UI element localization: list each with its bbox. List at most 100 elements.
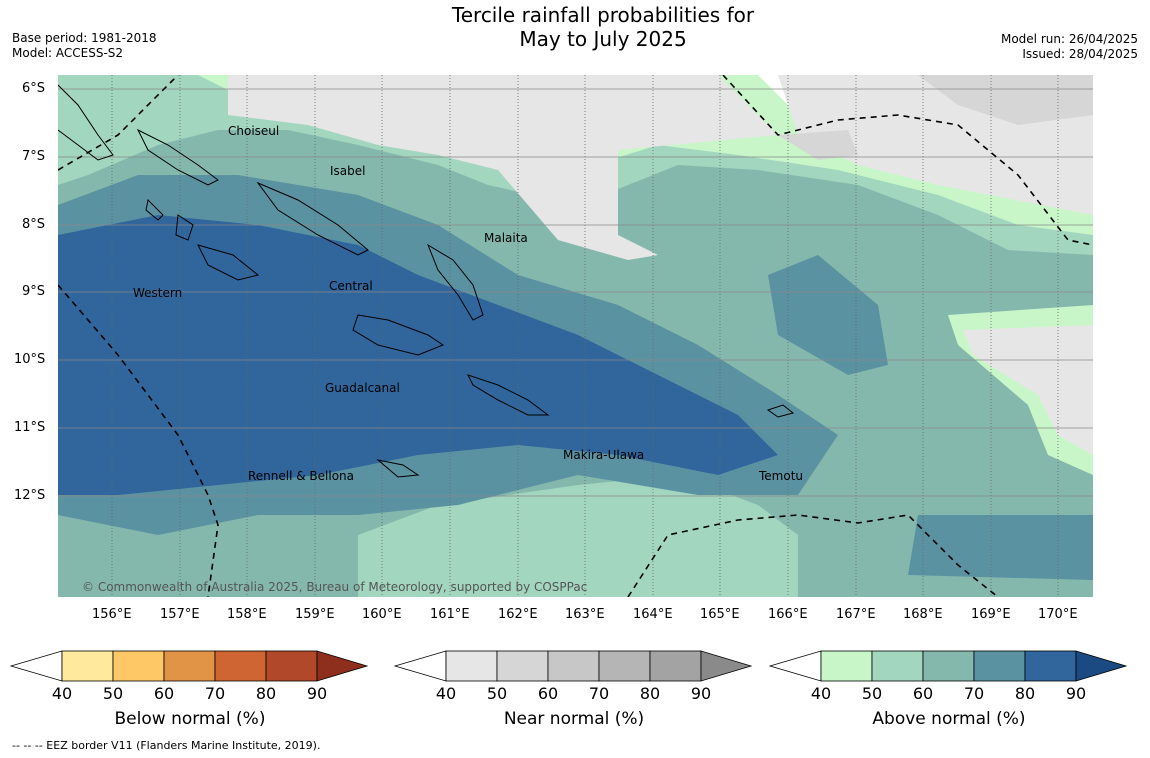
colorbar-below — [10, 650, 369, 682]
island-outlines — [58, 84, 795, 478]
colorbar-tick-label: 80 — [1014, 684, 1036, 703]
colorbar-tick-label: 60 — [912, 684, 934, 703]
colorbar-below-swatch — [163, 650, 216, 682]
rennell-island — [376, 459, 420, 478]
colorbar-tick-label: 90 — [1065, 684, 1087, 703]
model-name: Model: ACCESS-S2 — [12, 46, 124, 60]
lat-label: 9°S — [22, 284, 46, 299]
place-label: Temotu — [758, 469, 803, 483]
colorbar-below-swatch — [265, 650, 318, 682]
vella-lavella-island — [145, 198, 164, 221]
metadata-right: Model run: 26/04/2025 Issued: 28/04/2025 — [1001, 32, 1138, 62]
region-above-50-south — [358, 475, 798, 597]
issued-date: Issued: 28/04/2025 — [1022, 47, 1138, 61]
santa-cruz-island — [766, 404, 795, 418]
colorbar-above-extend-high — [1075, 650, 1128, 682]
colorbar-tick-label: 90 — [306, 684, 328, 703]
title-line-1: Tercile rainfall probabilities for — [451, 3, 755, 27]
colorbar-tick-label: 70 — [963, 684, 985, 703]
lon-label: 168°E — [903, 607, 943, 622]
eez-borders — [58, 75, 1093, 597]
colorbar-tick-label: 40 — [810, 684, 832, 703]
place-label: Rennell & Bellona — [248, 469, 354, 483]
bougainville-island — [58, 84, 114, 161]
eez-footnote: -- -- -- EEZ border V11 (Flanders Marine… — [12, 739, 321, 752]
title-line-2: May to July 2025 — [519, 27, 687, 51]
kolombangara-island — [175, 214, 194, 241]
place-label: Isabel — [330, 164, 365, 178]
colorbar-near — [394, 650, 753, 682]
colorbar-below-swatch — [61, 650, 114, 682]
colorbar-tick-label: 40 — [435, 684, 457, 703]
colorbar-below-extend-low — [10, 650, 63, 682]
lon-label: 158°E — [227, 607, 267, 622]
colorbar-above — [769, 650, 1128, 682]
lon-label: 167°E — [836, 607, 876, 622]
colorbar-tick-label: 90 — [690, 684, 712, 703]
region-above-70-east — [768, 255, 888, 375]
lat-label: 12°S — [14, 488, 46, 503]
region-near-60-northeast — [918, 75, 1093, 125]
colorbar-above-extend-low — [769, 650, 822, 682]
makira-island — [467, 374, 550, 416]
colorbar-tick-label: 50 — [861, 684, 883, 703]
colorbar-below-label: Below normal (%) — [114, 709, 266, 729]
colorbar-near-extend-low — [394, 650, 447, 682]
place-label: Western — [133, 286, 182, 300]
choiseul-island — [136, 128, 219, 186]
place-label: Central — [329, 279, 373, 293]
colorbar-near-swatch — [496, 650, 549, 682]
colorbar-tick-label: 60 — [153, 684, 175, 703]
lat-label: 10°S — [14, 352, 46, 367]
region-near-50-east — [963, 325, 1093, 455]
colorbar-below-swatch — [112, 650, 165, 682]
place-label: Malaita — [484, 231, 528, 245]
colorbar-below-extend-high — [316, 650, 369, 682]
colorbar-near-swatch — [649, 650, 702, 682]
colorbar-near-swatch — [598, 650, 651, 682]
region-near-60-patch — [778, 130, 858, 160]
lon-label: 165°E — [700, 607, 740, 622]
lon-label: 164°E — [633, 607, 673, 622]
lon-label: 161°E — [430, 607, 470, 622]
probability-map: Choiseul Isabel Malaita Western Central … — [58, 75, 1093, 597]
colorbar-above-swatch — [973, 650, 1026, 682]
colorbar-above-label: Above normal (%) — [872, 709, 1026, 729]
colorbar-tick-label: 60 — [537, 684, 559, 703]
metadata-left: Base period: 1981-2018 Model: ACCESS-S2 — [12, 31, 157, 61]
lat-label: 6°S — [22, 81, 46, 96]
region-near-50-north — [228, 75, 778, 260]
lon-label: 169°E — [971, 607, 1011, 622]
colorbar-near-swatch — [445, 650, 498, 682]
new-georgia-island — [197, 244, 260, 281]
malaita-island — [426, 243, 484, 321]
colorbar-near-extend-high — [700, 650, 753, 682]
place-label: Makira-Ulawa — [563, 448, 644, 462]
lon-label: 157°E — [160, 607, 200, 622]
colorbar-above-swatch — [871, 650, 924, 682]
colorbar-tick-label: 50 — [486, 684, 508, 703]
colorbar-tick-label: 50 — [102, 684, 124, 703]
colorbar-below-swatch — [214, 650, 267, 682]
colorbar-near-swatch — [547, 650, 600, 682]
colorbar-tick-label: 40 — [51, 684, 73, 703]
colorbar-above-swatch — [820, 650, 873, 682]
lon-label: 166°E — [768, 607, 808, 622]
lon-label: 156°E — [92, 607, 132, 622]
lon-label: 160°E — [362, 607, 402, 622]
colorbar-tick-label: 80 — [255, 684, 277, 703]
lon-label: 170°E — [1038, 607, 1078, 622]
lon-label: 159°E — [295, 607, 335, 622]
colorbar-tick-label: 70 — [204, 684, 226, 703]
lat-label: 7°S — [22, 149, 46, 164]
base-period: Base period: 1981-2018 — [12, 31, 157, 45]
lat-label: 11°S — [14, 420, 46, 435]
map-canvas: Choiseul Isabel Malaita Western Central … — [58, 75, 1093, 597]
guadalcanal-island — [352, 314, 445, 356]
region-above-70-southeast — [908, 515, 1093, 580]
lon-label: 163°E — [565, 607, 605, 622]
lat-lines — [58, 88, 1093, 497]
colorbar-tick-label: 70 — [588, 684, 610, 703]
place-label: Guadalcanal — [325, 381, 400, 395]
place-label: Choiseul — [228, 124, 279, 138]
